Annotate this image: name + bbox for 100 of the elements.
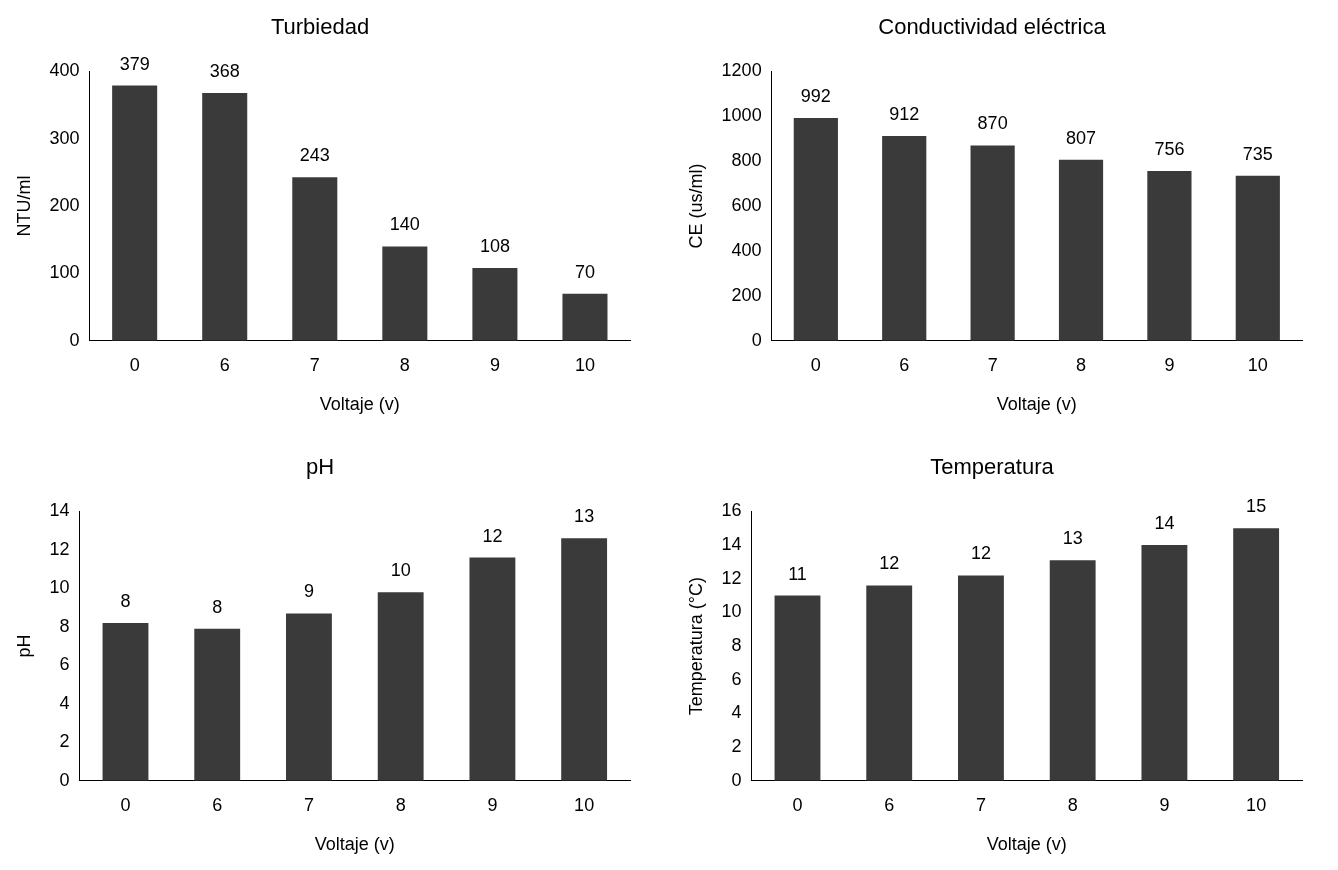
data-label: 12: [970, 543, 991, 564]
chart-title: Temperatura: [930, 454, 1055, 480]
y-tick-label: 2: [59, 731, 70, 752]
bar: [202, 92, 248, 341]
y-tick-label: 200: [731, 284, 762, 305]
x-tick-label: 7: [303, 794, 314, 815]
x-axis-title: Voltaje (v): [314, 834, 395, 855]
x-tick-label: 8: [395, 794, 406, 815]
y-tick-label: 0: [69, 329, 80, 350]
bar: [1049, 560, 1096, 781]
y-tick-label: 4: [731, 702, 742, 723]
data-label: 13: [1062, 528, 1083, 549]
data-label: 379: [119, 53, 150, 74]
bar: [377, 592, 424, 781]
bar: [472, 268, 518, 341]
bar: [194, 628, 241, 781]
data-label: 12: [482, 525, 503, 546]
data-label: 11: [788, 563, 807, 584]
bar: [112, 85, 158, 341]
data-label: 912: [889, 104, 920, 125]
data-label: 368: [209, 60, 240, 81]
data-label: 140: [389, 214, 420, 235]
data-label: 243: [299, 145, 330, 166]
data-label: 15: [1246, 496, 1267, 517]
x-tick-label: 0: [810, 354, 821, 375]
y-tick-label: 100: [49, 262, 80, 283]
bar: [1233, 528, 1280, 781]
y-tick-label: 400: [49, 60, 80, 81]
y-tick-label: 12: [49, 538, 70, 559]
chart-title: Turbiedad: [270, 14, 370, 40]
chart-title: Conductividad eléctrica: [878, 14, 1107, 40]
x-tick-label: 9: [489, 354, 500, 375]
data-label: 12: [879, 553, 900, 574]
y-tick-label: 14: [49, 500, 70, 521]
bar: [1147, 171, 1192, 341]
x-tick-label: 9: [487, 794, 498, 815]
y-tick-label: 800: [731, 150, 762, 171]
data-label: 756: [1154, 139, 1185, 160]
x-tick-label: 8: [1076, 354, 1087, 375]
x-tick-label: 10: [574, 794, 595, 815]
y-tick-label: 12: [721, 567, 742, 588]
x-tick-label: 10: [1246, 794, 1267, 815]
y-axis-title: NTU/ml: [13, 175, 34, 237]
y-tick-label: 400: [731, 239, 762, 260]
x-tick-label: 0: [792, 794, 803, 815]
x-tick-label: 7: [975, 794, 986, 815]
bar: [774, 595, 821, 781]
data-label: 9: [303, 581, 314, 602]
x-tick-label: 0: [129, 354, 140, 375]
bar: [102, 623, 149, 781]
y-tick-label: 4: [59, 692, 70, 713]
bar: [561, 538, 608, 781]
data-label: 70: [574, 261, 595, 282]
bar: [562, 293, 608, 341]
data-label: 870: [977, 113, 1008, 134]
x-axis-title: Voltaje (v): [319, 394, 400, 415]
y-tick-label: 16: [721, 500, 742, 521]
data-label: 108: [479, 236, 510, 257]
y-tick-label: 6: [59, 654, 70, 675]
x-tick-label: 8: [1067, 794, 1078, 815]
y-tick-label: 0: [59, 769, 70, 790]
y-tick-label: 2: [731, 736, 742, 757]
y-tick-label: 1000: [721, 105, 762, 126]
y-tick-label: 0: [731, 769, 742, 790]
x-tick-label: 0: [120, 794, 131, 815]
y-tick-label: 8: [59, 615, 70, 636]
bar: [970, 145, 1015, 341]
x-tick-label: 6: [212, 794, 223, 815]
x-tick-label: 6: [899, 354, 910, 375]
y-tick-label: 10: [49, 577, 70, 598]
chart-title: pH: [305, 454, 335, 480]
data-label: 14: [1154, 513, 1175, 534]
bar: [1141, 545, 1188, 781]
x-tick-label: 8: [399, 354, 410, 375]
data-label: 735: [1242, 143, 1273, 164]
data-label: 8: [120, 590, 131, 611]
x-tick-label: 6: [884, 794, 895, 815]
x-tick-label: 9: [1159, 794, 1170, 815]
y-axis-title: Temperatura (°C): [685, 576, 706, 716]
x-tick-label: 7: [309, 354, 320, 375]
bar: [882, 136, 927, 341]
x-tick-label: 10: [574, 354, 595, 375]
y-axis-title: CE (us/ml): [685, 163, 706, 249]
data-label: 992: [800, 86, 831, 107]
y-tick-label: 300: [49, 127, 80, 148]
y-tick-label: 0: [751, 329, 762, 350]
y-tick-label: 8: [731, 635, 742, 656]
bar: [958, 575, 1004, 781]
bar: [292, 177, 338, 341]
data-label: 10: [390, 560, 411, 581]
data-label: 8: [212, 596, 223, 617]
bar: [793, 118, 838, 341]
bar: [469, 557, 516, 781]
y-tick-label: 600: [731, 195, 762, 216]
y-tick-label: 6: [731, 668, 742, 689]
bar: [286, 613, 332, 781]
y-tick-label: 200: [49, 195, 80, 216]
x-tick-label: 6: [219, 354, 230, 375]
bar: [1058, 159, 1104, 341]
x-tick-label: 7: [987, 354, 998, 375]
